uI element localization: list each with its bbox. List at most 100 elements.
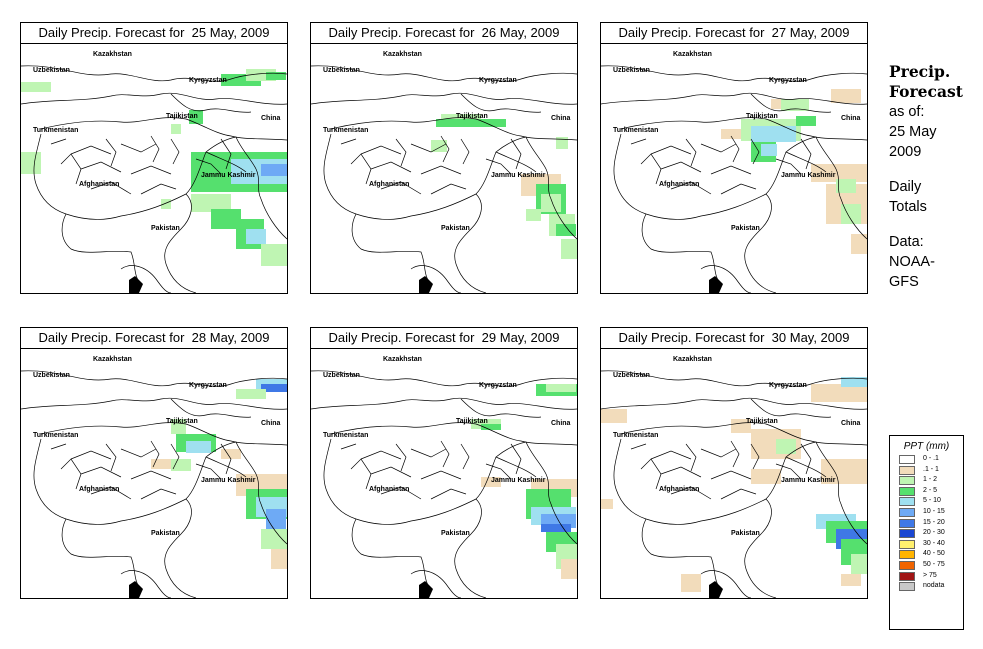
precip-area: [681, 574, 701, 592]
border-line: [630, 443, 757, 500]
border-line: [351, 213, 432, 285]
totals-line1: Daily: [889, 179, 922, 195]
precip-area: [556, 137, 568, 149]
map-label-uzbekistan: Uzbekistan: [613, 67, 650, 74]
forecast-map: Kazakhstan Uzbekistan Kyrgyzstan Tajikistan…: [21, 51, 287, 293]
precip-area: [761, 144, 777, 156]
map-label-uzbekistan: Uzbekistan: [33, 372, 70, 379]
legend-swatch: [899, 560, 915, 570]
precip-area: [436, 119, 506, 127]
country-borders: [601, 65, 867, 293]
map-label-tajikistan: Tajikistan: [746, 113, 778, 120]
border-line: [61, 518, 142, 590]
map-label-afghanistan: Afghanistan: [79, 486, 119, 493]
map-label-turkmenistan: Turkmenistan: [33, 127, 78, 134]
map-label-pakistan: Pakistan: [731, 530, 760, 537]
precip-area: [821, 459, 867, 484]
border-line: [164, 498, 197, 598]
precip-area: [171, 124, 181, 134]
legend-label: 2 - 5: [923, 486, 938, 494]
border-line: [640, 440, 760, 490]
legend-label: 0 - .1: [923, 455, 939, 462]
legend-swatch: [899, 529, 915, 539]
precip-area: [186, 441, 211, 453]
precip-area: [236, 389, 266, 399]
forecast-map: Kazakhstan Uzbekistan Kyrgyzstan Tajikistan…: [21, 356, 287, 598]
panel-title: Daily Precip. Forecast for 25 May, 2009: [21, 23, 287, 44]
forecast-panel: Daily Precip. Forecast for 28 May, 2009 …: [20, 327, 288, 599]
precip-area: [481, 477, 501, 487]
legend-swatch: [899, 497, 915, 507]
map-label-afghanistan: Afghanistan: [659, 486, 699, 493]
precip-layer: [151, 379, 287, 569]
precip-layer: [21, 69, 287, 266]
coastline: [419, 276, 433, 293]
border-line: [410, 570, 462, 598]
map-label-pakistan: Pakistan: [151, 530, 180, 537]
border-line: [50, 138, 177, 195]
map-label-kazakhstan: Kazakhstan: [383, 51, 422, 58]
coastline: [709, 276, 723, 293]
map-label-pakistan: Pakistan: [151, 225, 180, 232]
border-line: [350, 135, 470, 185]
forecast-panel: Daily Precip. Forecast for 29 May, 2009 …: [310, 327, 578, 599]
border-line: [485, 443, 522, 480]
border-line: [21, 370, 287, 387]
legend-item: 15 - 20: [890, 518, 963, 529]
precip-area: [851, 234, 867, 254]
border-line: [330, 117, 577, 141]
map-label-kyrgyzstan: Kyrgyzstan: [769, 77, 807, 84]
border-line: [601, 92, 867, 105]
border-line: [775, 138, 812, 175]
panel-title: Daily Precip. Forecast for 26 May, 2009: [311, 23, 577, 44]
border-line: [330, 422, 577, 446]
precip-area: [831, 89, 861, 103]
precip-area: [171, 459, 191, 471]
map-label-uzbekistan: Uzbekistan: [323, 372, 360, 379]
legend-swatch: [899, 465, 915, 475]
precip-area: [191, 194, 231, 212]
border-line: [170, 93, 252, 113]
precip-area: [441, 114, 481, 119]
legend-item: > 75: [890, 571, 963, 582]
legend-label: 10 - 15: [923, 507, 945, 515]
border-line: [120, 265, 172, 293]
precip-area: [556, 224, 576, 236]
precip-area: [561, 559, 577, 579]
precip-area: [811, 164, 867, 182]
as-of-year: 2009: [889, 144, 922, 160]
border-line: [744, 498, 777, 598]
legend-item: 10 - 15: [890, 507, 963, 518]
border-line: [601, 370, 867, 387]
panel-title: Daily Precip. Forecast for 29 May, 2009: [311, 328, 577, 349]
coastline: [419, 581, 433, 598]
border-line: [601, 65, 867, 82]
legend-item: .1 - 1: [890, 465, 963, 476]
map-label-china: China: [551, 115, 571, 122]
map-label-turkmenistan: Turkmenistan: [323, 127, 368, 134]
panel-title: Daily Precip. Forecast for 30 May, 2009: [601, 328, 867, 349]
border-line: [495, 151, 537, 173]
map-label-jammu-kashmir: Jammu Kashmir: [491, 477, 546, 484]
coastline: [709, 581, 723, 598]
border-line: [50, 443, 177, 500]
as-of-date: 25 May: [889, 124, 937, 140]
map-label-jammu-kashmir: Jammu Kashmir: [201, 172, 256, 179]
border-line: [640, 135, 760, 185]
precip-area: [161, 199, 171, 209]
border-line: [525, 441, 577, 545]
border-line: [351, 518, 432, 590]
map-label-kyrgyzstan: Kyrgyzstan: [479, 77, 517, 84]
border-line: [40, 422, 287, 446]
precip-area: [841, 574, 861, 586]
border-line: [620, 422, 867, 446]
legend-title: PPT (mm): [903, 441, 950, 452]
legend-label: .1 - 1: [923, 465, 939, 473]
precip-layer: [471, 384, 577, 579]
precip-area: [526, 209, 541, 221]
legend-swatch: [899, 571, 915, 581]
country-borders: [311, 65, 577, 293]
legend-item: nodata: [890, 581, 963, 592]
forecast-map: Kazakhstan Uzbekistan Kyrgyzstan Tajikistan…: [601, 356, 867, 598]
forecast-info: Precip. Forecast as of: 25 May 2009 Dail…: [889, 62, 981, 292]
